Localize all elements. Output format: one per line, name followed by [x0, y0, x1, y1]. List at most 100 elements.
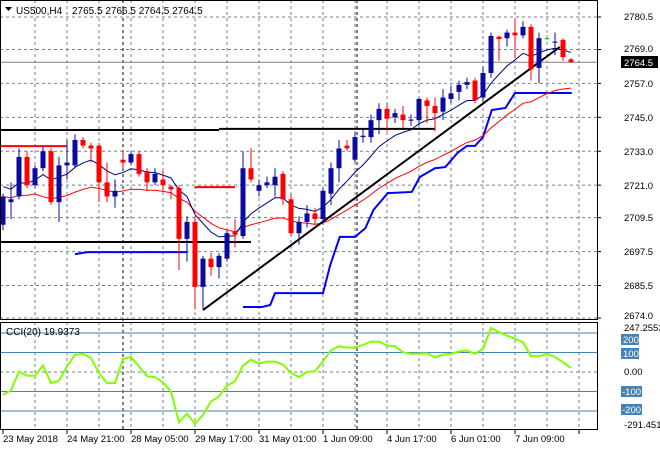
candle: [160, 171, 166, 191]
candle-body: [248, 168, 254, 180]
price-axis[interactable]: 2780.5 2769.0 2757.0 2745.0 2733.0 2721.…: [621, 12, 658, 322]
dropdown-triangle-icon[interactable]: [5, 7, 12, 11]
candle-body: [424, 100, 430, 107]
candle-body: [120, 159, 126, 163]
candle: [568, 57, 574, 63]
candle-body: [320, 190, 326, 220]
time-label: 4 Jun 17:00: [387, 434, 437, 445]
candle: [368, 114, 374, 143]
candle: [440, 89, 446, 121]
price-label: 2709.5: [624, 213, 653, 224]
cci-title: CCI(20) 19.9373: [6, 327, 80, 338]
support-step-segment: [74, 251, 187, 256]
candle: [32, 165, 38, 188]
candle: [392, 108, 398, 123]
moving-average-fast: [2, 47, 572, 238]
cci-level-label: 100: [623, 349, 639, 360]
candle-body: [232, 231, 238, 235]
candle: [136, 151, 142, 177]
candle-body: [552, 41, 558, 43]
time-label: 28 May 05:00: [131, 434, 189, 445]
time-label: 23 May 2018: [3, 434, 58, 445]
candle: [552, 32, 558, 56]
candle-body: [496, 36, 502, 40]
candle-body: [512, 32, 518, 36]
candle: [168, 185, 174, 200]
time-axis[interactable]: 23 May 2018 24 May 21:00 28 May 05:00 29…: [3, 434, 565, 445]
price-label: 2769.0: [624, 44, 653, 55]
price-label: 2745.0: [624, 113, 653, 124]
candle: [496, 35, 502, 61]
candle: [232, 219, 238, 248]
candle-body: [520, 26, 526, 36]
candle: [48, 148, 54, 205]
candle-body: [296, 221, 302, 234]
candle-body: [24, 156, 30, 186]
candle: [104, 162, 110, 203]
cci-min-label: -291.451: [624, 420, 660, 431]
candle-body: [152, 173, 158, 183]
candle-body: [240, 168, 246, 237]
candle-body: [168, 186, 174, 190]
price-label: 2757.0: [624, 79, 653, 90]
trendline[interactable]: [202, 46, 561, 311]
candle: [120, 151, 126, 169]
cci-level-label: -100: [622, 387, 641, 398]
candle: [208, 252, 214, 276]
candle-body: [464, 82, 470, 85]
candle-body: [416, 98, 422, 121]
candle: [144, 168, 150, 191]
candle-body: [544, 38, 550, 40]
candle-body: [200, 258, 206, 287]
candle: [264, 176, 270, 188]
candle-body: [312, 213, 318, 220]
candle: [248, 148, 254, 183]
main-chart-frame: [0, 0, 598, 320]
candle-body: [40, 151, 46, 169]
candle-body: [128, 154, 134, 163]
candle-body: [216, 255, 222, 268]
candle: [112, 179, 118, 208]
candle-body: [176, 187, 182, 239]
candle-body: [96, 145, 102, 183]
ohlc-values: 2765.5 2766.5 2764.5 2764.5: [72, 6, 203, 17]
candle: [16, 148, 22, 200]
candle-body: [80, 139, 86, 146]
price-label: 2685.5: [624, 281, 653, 292]
horizontal-lines: [0, 127, 435, 243]
candle-body: [112, 190, 118, 197]
candle: [360, 128, 366, 143]
candle: [400, 106, 406, 129]
indicator-axis: 247.2553 200 100 0.00 -100 -200 -291.451: [621, 323, 660, 431]
candle-body: [56, 165, 62, 203]
candle: [488, 32, 494, 78]
price-label: 2697.5: [624, 247, 653, 258]
candle-body: [72, 139, 78, 166]
candle: [72, 134, 78, 169]
candle: [336, 139, 342, 183]
candle: [560, 38, 566, 61]
support-step-segment: [243, 92, 572, 308]
candle-body: [8, 199, 14, 203]
candle: [128, 151, 134, 166]
candle: [328, 162, 334, 205]
candle-body: [536, 38, 542, 68]
candle: [320, 187, 326, 225]
candle-body: [304, 213, 310, 222]
candle: [176, 185, 182, 270]
candle: [312, 207, 318, 225]
time-label: 7 Jun 09:00: [515, 434, 565, 445]
candle: [304, 204, 310, 228]
candle-body: [440, 97, 446, 112]
candle: [456, 80, 462, 101]
candle-body: [456, 84, 462, 92]
candle-body: [384, 108, 390, 119]
candle-body: [0, 196, 6, 225]
candle: [8, 182, 14, 220]
candle-body: [504, 32, 510, 39]
candle-body: [448, 93, 454, 99]
candle-body: [64, 162, 70, 166]
candle: [240, 151, 246, 239]
candle-body: [392, 113, 398, 118]
